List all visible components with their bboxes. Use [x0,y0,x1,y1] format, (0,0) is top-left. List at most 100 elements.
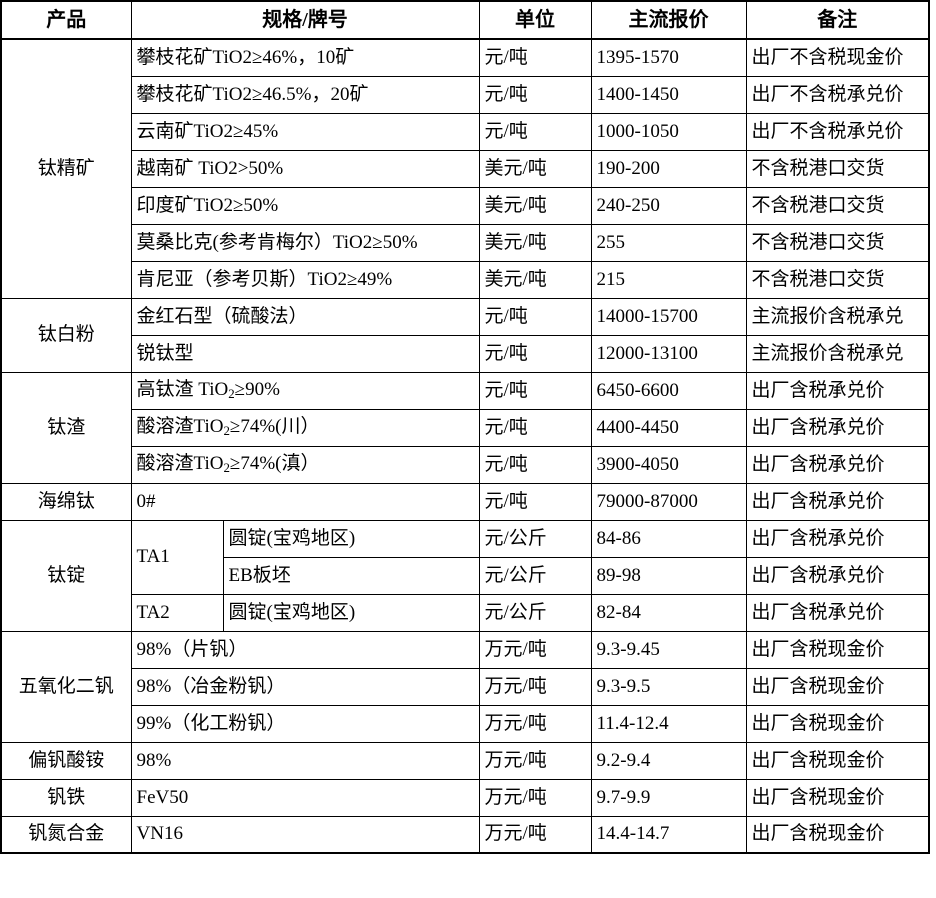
unit-cell: 元/吨 [478,334,592,373]
remark-cell: 出厂含税现金价 [745,815,930,854]
spec-cell: VN16 [130,815,480,854]
unit-cell: 元/吨 [478,297,592,336]
price-cell: 4400-4450 [590,408,747,447]
spec-cell: 莫桑比克(参考肯梅尔）TiO2≥50% [130,223,480,262]
product-cell: 钛精矿 [0,38,132,299]
unit-cell: 美元/吨 [478,186,592,225]
product-cell: 偏钒酸铵 [0,741,132,780]
unit-cell: 元/吨 [478,445,592,484]
price-cell: 12000-13100 [590,334,747,373]
price-quote-table: 产品 规格/牌号 单位 主流报价 备注 钛精矿 攀枝花矿TiO2≥46%，10矿元… [0,0,930,854]
column-header-spec: 规格/牌号 [130,0,480,40]
table-row: 99%（化工粉钒） 万元/吨 11.4-12.4 出厂含税现金价 [1,704,930,743]
column-header-unit: 单位 [478,0,592,40]
unit-cell: 美元/吨 [478,149,592,188]
spec-cell: 攀枝花矿TiO2≥46.5%，20矿 [130,75,480,114]
remark-cell: 出厂含税现金价 [745,630,930,669]
price-cell: 1000-1050 [590,112,747,151]
column-header-product: 产品 [0,0,132,40]
remark-cell: 不含税港口交货 [745,260,930,299]
remark-cell: 出厂含税承兑价 [745,519,930,558]
spec-cell: 酸溶渣TiO2≥74%(川） [130,408,480,447]
unit-cell: 元/吨 [478,408,592,447]
grade-cell: TA1 [130,519,224,595]
spec-cell: 云南矿TiO2≥45% [130,112,480,151]
column-header-remark: 备注 [745,0,930,40]
grade-cell: TA2 [130,593,224,632]
product-cell: 钒氮合金 [0,815,132,854]
unit-cell: 万元/吨 [478,741,592,780]
table-row: EB板坯 元/公斤 89-98 出厂含税承兑价 [1,556,930,595]
table-row: 钛精矿 攀枝花矿TiO2≥46%，10矿 元/吨 1395-1570 出厂不含税现金价 [0,38,930,299]
remark-cell: 出厂含税现金价 [745,741,930,780]
table-row: 攀枝花矿TiO2≥46.5%，20矿 元/吨 1400-1450 出厂不含税承兑价 [1,75,930,114]
unit-cell: 万元/吨 [478,815,592,854]
price-cell: 9.3-9.5 [590,667,747,706]
spec-cell: 金红石型（硫酸法） [130,297,480,336]
table-row: 云南矿TiO2≥45% 元/吨 1000-1050 出厂不含税承兑价 [1,112,930,151]
table-row: 锐钛型 元/吨 12000-13100 主流报价含税承兑 [1,334,930,373]
spec-cell: 攀枝花矿TiO2≥46%，10矿 [130,38,480,77]
unit-cell: 美元/吨 [478,223,592,262]
unit-cell: 万元/吨 [478,778,592,817]
table-row: 钛白粉 金红石型（硫酸法） 元/吨 14000-15700 主流报价含税承兑 [0,297,930,373]
remark-cell: 主流报价含税承兑 [745,297,930,336]
table-row: 莫桑比克(参考肯梅尔）TiO2≥50% 美元/吨 255 不含税港口交货 [1,223,930,262]
price-cell: 190-200 [590,149,747,188]
spec-cell: FeV50 [130,778,480,817]
price-cell: 6450-6600 [590,371,747,410]
spec-cell: 圆锭(宝鸡地区) [222,519,480,558]
table-row: 钛渣 高钛渣 TiO2≥90% 元/吨 6450-6600 出厂含税承兑价 [0,371,930,484]
table-row: 酸溶渣TiO2≥74%(滇） 元/吨 3900-4050 出厂含税承兑价 [1,445,930,484]
remark-cell: 出厂含税承兑价 [745,556,930,595]
price-cell: 9.7-9.9 [590,778,747,817]
price-cell: 3900-4050 [590,445,747,484]
price-cell: 1400-1450 [590,75,747,114]
unit-cell: 万元/吨 [478,667,592,706]
remark-cell: 出厂含税承兑价 [745,482,930,521]
table-body: 钛精矿 攀枝花矿TiO2≥46%，10矿 元/吨 1395-1570 出厂不含税现金价攀… [0,38,930,854]
spec-cell: 肯尼亚（参考贝斯）TiO2≥49% [130,260,480,299]
spec-cell: 高钛渣 TiO2≥90% [130,371,480,410]
remark-cell: 出厂含税承兑价 [745,371,930,410]
table-row: 偏钒酸铵 98% 万元/吨 9.2-9.4 出厂含税现金价 [0,741,930,780]
product-cell: 五氧化二钒 [0,630,132,743]
product-cell: 钒铁 [0,778,132,817]
unit-cell: 元/吨 [478,38,592,77]
price-cell: 82-84 [590,593,747,632]
price-cell: 255 [590,223,747,262]
product-cell: 海绵钛 [0,482,132,521]
table-row: TA2 圆锭(宝鸡地区) 元/公斤 82-84 出厂含税承兑价 [1,593,930,632]
header-row: 产品 规格/牌号 单位 主流报价 备注 [0,0,930,40]
unit-cell: 美元/吨 [478,260,592,299]
remark-cell: 不含税港口交货 [745,149,930,188]
table-row: 越南矿 TiO2>50% 美元/吨 190-200 不含税港口交货 [1,149,930,188]
spec-cell: 98% [130,741,480,780]
unit-cell: 元/公斤 [478,556,592,595]
unit-cell: 万元/吨 [478,704,592,743]
remark-cell: 出厂含税现金价 [745,778,930,817]
remark-cell: 出厂含税承兑价 [745,593,930,632]
price-cell: 9.2-9.4 [590,741,747,780]
remark-cell: 不含税港口交货 [745,223,930,262]
remark-cell: 出厂不含税承兑价 [745,75,930,114]
table-row: 酸溶渣TiO2≥74%(川） 元/吨 4400-4450 出厂含税承兑价 [1,408,930,447]
price-cell: 1395-1570 [590,38,747,77]
unit-cell: 元/吨 [478,482,592,521]
product-cell: 钛渣 [0,371,132,484]
remark-cell: 出厂含税承兑价 [745,445,930,484]
unit-cell: 元/公斤 [478,519,592,558]
unit-cell: 元/吨 [478,371,592,410]
spec-cell: 0# [130,482,480,521]
spec-cell: 越南矿 TiO2>50% [130,149,480,188]
remark-cell: 出厂含税现金价 [745,667,930,706]
spec-cell: 圆锭(宝鸡地区) [222,593,480,632]
table-row: 肯尼亚（参考贝斯）TiO2≥49% 美元/吨 215 不含税港口交货 [1,260,930,299]
remark-cell: 出厂含税承兑价 [745,408,930,447]
price-cell: 79000-87000 [590,482,747,521]
spec-cell: 酸溶渣TiO2≥74%(滇） [130,445,480,484]
spec-cell: 98%（片钒） [130,630,480,669]
table-row: 钛锭 TA1 圆锭(宝鸡地区) 元/公斤 84-86 出厂含税承兑价 [0,519,930,632]
price-cell: 84-86 [590,519,747,558]
spec-cell: 98%（冶金粉钒） [130,667,480,706]
